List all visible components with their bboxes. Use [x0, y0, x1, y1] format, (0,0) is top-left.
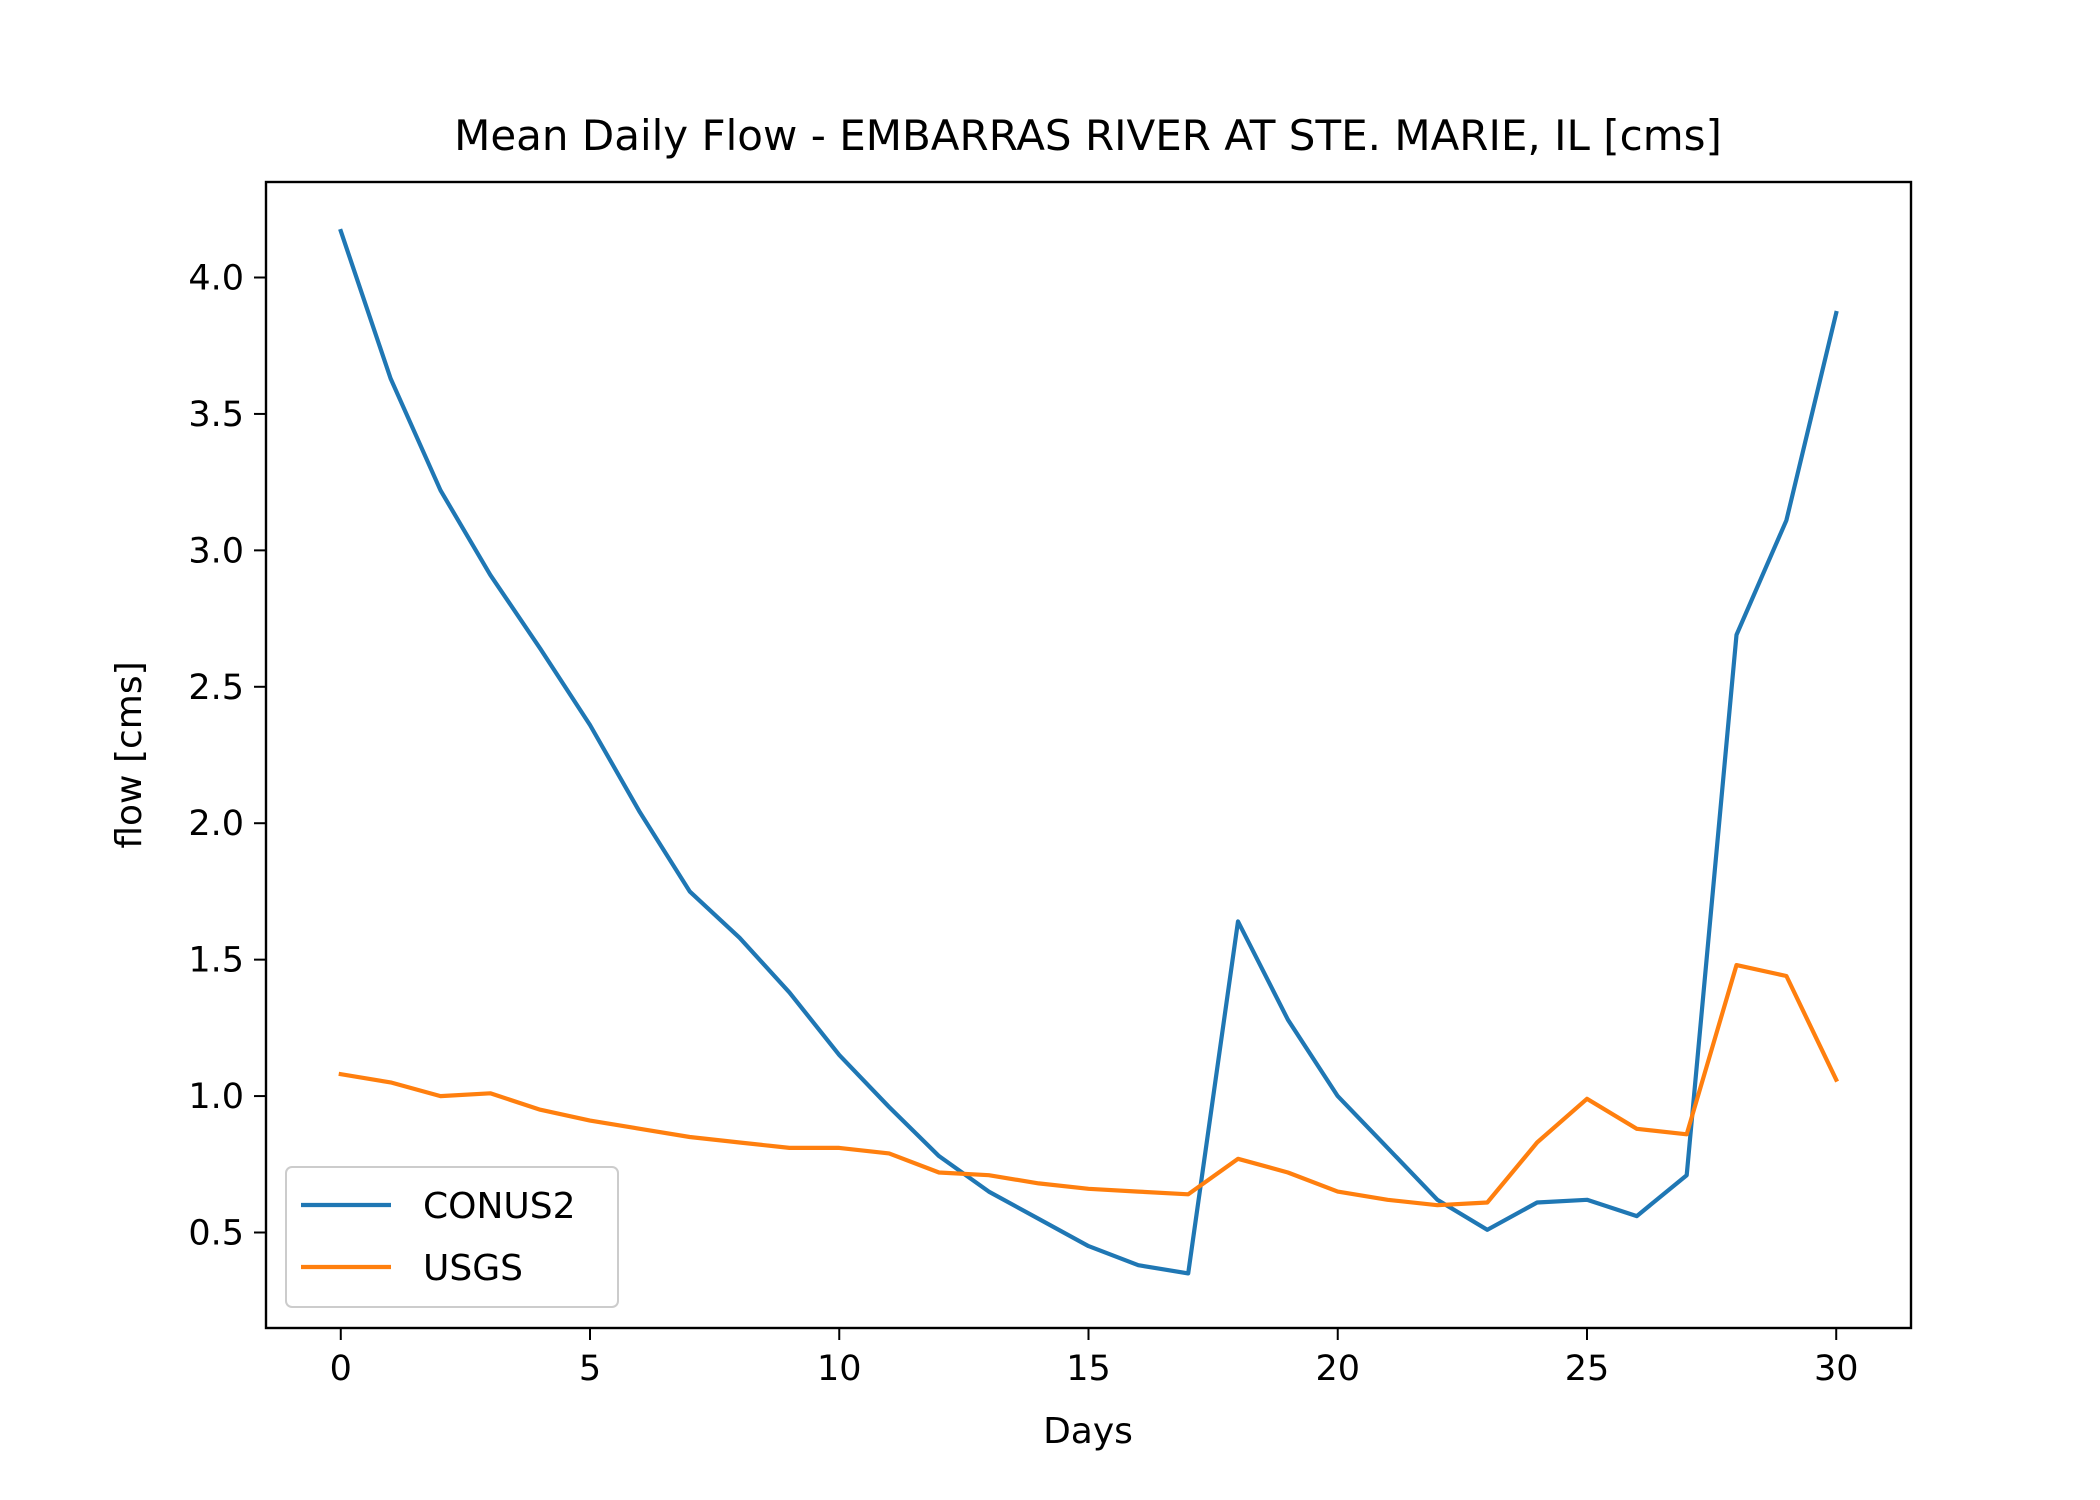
- plot-area: [338, 228, 1840, 1276]
- chart-title: Mean Daily Flow - EMBARRAS RIVER AT STE.…: [454, 111, 1722, 160]
- x-tick-label: 10: [817, 1349, 862, 1389]
- x-tick-label: 20: [1315, 1349, 1360, 1389]
- series-line-usgs: [338, 962, 1840, 1208]
- x-tick-label: 5: [579, 1349, 601, 1389]
- x-axis: 0 5 10 15 20 25 30: [330, 1328, 1859, 1389]
- y-tick-label: 2.0: [188, 804, 244, 844]
- y-axis: 0.5 1.0 1.5 2.0 2.5 3.0 3.5 4.0: [188, 259, 266, 1254]
- series-line-conus2: [338, 228, 1839, 1276]
- y-tick-label: 4.0: [188, 259, 244, 299]
- y-tick-label: 3.0: [188, 531, 244, 571]
- x-tick-label: 30: [1814, 1349, 1859, 1389]
- x-tick-label: 0: [330, 1349, 352, 1389]
- y-tick-label: 2.5: [188, 668, 244, 708]
- x-tick-label: 25: [1565, 1349, 1610, 1389]
- y-tick-label: 3.5: [188, 395, 244, 435]
- y-axis-label: flow [cms]: [109, 661, 150, 848]
- y-tick-label: 1.5: [188, 941, 244, 981]
- y-tick-label: 0.5: [188, 1214, 244, 1254]
- x-tick-label: 15: [1066, 1349, 1111, 1389]
- y-tick-label: 1.0: [188, 1077, 244, 1117]
- x-axis-label: Days: [1043, 1411, 1133, 1452]
- legend-box: [285, 1166, 619, 1308]
- legend: CONUS2 USGS: [285, 1166, 619, 1308]
- legend-label-usgs: USGS: [423, 1248, 523, 1289]
- legend-label-conus2: CONUS2: [423, 1186, 576, 1227]
